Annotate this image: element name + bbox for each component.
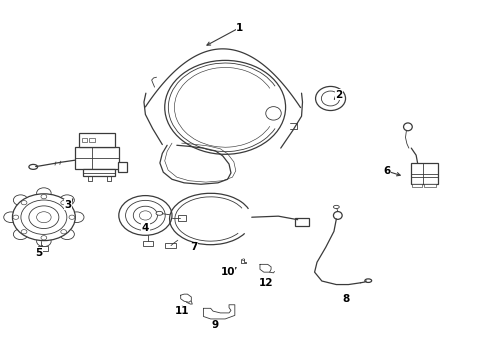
Bar [411,184,421,187]
Ellipse shape [37,236,51,247]
Ellipse shape [37,188,51,198]
Ellipse shape [242,259,244,261]
Ellipse shape [13,195,28,206]
Bar [82,168,115,176]
Text: 9: 9 [211,320,219,330]
Bar [143,240,153,246]
Text: 4: 4 [142,223,149,233]
Ellipse shape [21,230,27,234]
Ellipse shape [164,60,285,154]
Text: 10: 10 [220,267,234,277]
Ellipse shape [61,201,66,205]
Ellipse shape [333,212,342,219]
Text: 5: 5 [35,248,42,258]
Ellipse shape [61,230,66,234]
Ellipse shape [41,236,47,240]
Text: 7: 7 [190,242,197,252]
Ellipse shape [4,212,18,222]
Ellipse shape [364,279,371,283]
Text: 12: 12 [259,278,273,288]
Ellipse shape [13,215,19,219]
Text: 1: 1 [236,23,243,33]
Bar [38,246,48,251]
Bar [178,215,185,221]
Ellipse shape [29,165,38,169]
Ellipse shape [156,211,163,215]
Ellipse shape [41,194,47,199]
Text: 8: 8 [342,294,349,304]
Ellipse shape [119,195,172,235]
Ellipse shape [133,206,157,225]
Bar [89,138,95,143]
Text: 3: 3 [64,200,72,210]
Bar [79,133,115,147]
Bar [410,163,437,184]
Ellipse shape [139,211,151,220]
Bar [81,138,87,143]
Bar [165,243,176,248]
Ellipse shape [29,206,59,229]
Text: 2: 2 [334,90,342,100]
Ellipse shape [69,212,84,222]
Ellipse shape [60,195,74,206]
Ellipse shape [265,107,281,120]
Bar [295,218,308,226]
Ellipse shape [21,201,27,205]
Text: 11: 11 [174,306,188,316]
Ellipse shape [125,201,165,230]
Ellipse shape [13,229,28,239]
Ellipse shape [333,205,339,208]
Bar [75,147,119,169]
Ellipse shape [315,86,345,111]
Ellipse shape [69,215,75,219]
Ellipse shape [60,229,74,239]
Bar [424,184,435,187]
Ellipse shape [37,212,51,223]
Ellipse shape [403,123,411,131]
Text: 6: 6 [383,166,390,176]
Bar [118,162,126,172]
Ellipse shape [321,91,339,106]
Ellipse shape [12,194,75,240]
Ellipse shape [21,200,67,234]
